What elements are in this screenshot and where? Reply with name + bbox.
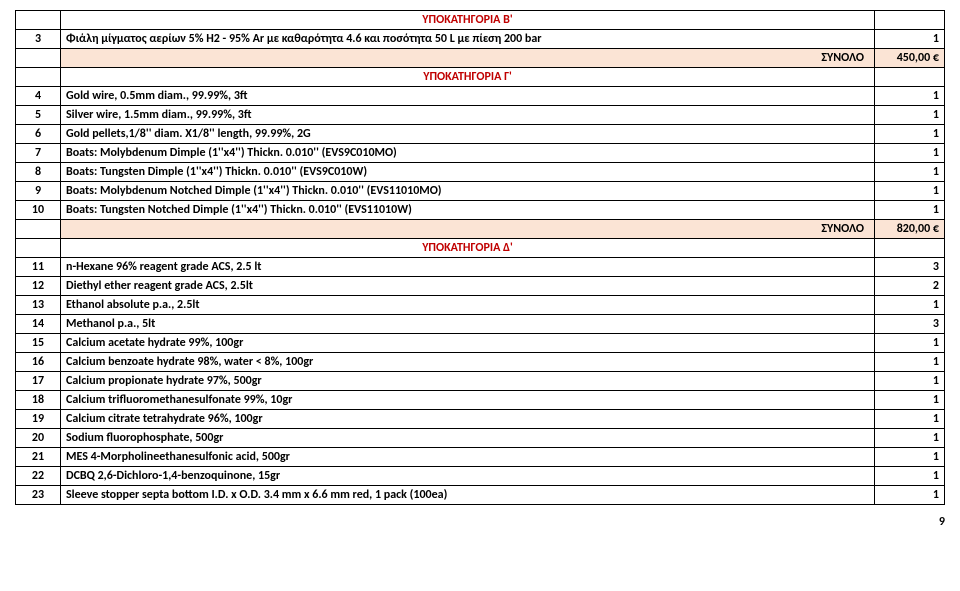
row-quantity: 1 [875, 372, 945, 391]
row-quantity: 3 [875, 258, 945, 277]
items-table: ΥΠΟΚΑΤΗΓΟΡΙΑ Β'3Φιάλη μίγματος αερίων 5%… [15, 10, 945, 505]
row-quantity: 2 [875, 277, 945, 296]
table-row: 14Methanol p.a., 5lt3 [16, 315, 945, 334]
row-number: 20 [16, 429, 61, 448]
table-row: 23Sleeve stopper septa bottom I.D. x O.D… [16, 486, 945, 505]
section-title: ΥΠΟΚΑΤΗΓΟΡΙΑ Δ' [61, 239, 875, 258]
row-number: 9 [16, 182, 61, 201]
row-number: 18 [16, 391, 61, 410]
table-row: 5Silver wire, 1.5mm diam., 99.99%, 3ft1 [16, 106, 945, 125]
row-description: Φιάλη μίγματος αερίων 5% Η2 - 95% Ar με … [61, 30, 875, 49]
row-number: 8 [16, 163, 61, 182]
section-header: ΥΠΟΚΑΤΗΓΟΡΙΑ Β' [16, 11, 945, 30]
table-row: 12Diethyl ether reagent grade ACS, 2.5lt… [16, 277, 945, 296]
table-row: 20Sodium fluorophosphate, 500gr1 [16, 429, 945, 448]
row-description: Calcium acetate hydrate 99%, 100gr [61, 334, 875, 353]
row-quantity: 1 [875, 334, 945, 353]
row-quantity: 1 [875, 87, 945, 106]
row-quantity: 1 [875, 144, 945, 163]
table-row: 7Boats: Molybdenum Dimple (1''x4'') Thic… [16, 144, 945, 163]
row-description: n-Hexane 96% reagent grade ACS, 2.5 lt [61, 258, 875, 277]
row-description: Gold wire, 0.5mm diam., 99.99%, 3ft [61, 87, 875, 106]
row-quantity: 1 [875, 448, 945, 467]
row-description: Diethyl ether reagent grade ACS, 2.5lt [61, 277, 875, 296]
row-description: Sleeve stopper septa bottom I.D. x O.D. … [61, 486, 875, 505]
table-row: 21MES 4-Morpholineethanesulfonic acid, 5… [16, 448, 945, 467]
row-number: 16 [16, 353, 61, 372]
row-number: 19 [16, 410, 61, 429]
row-description: Calcium benzoate hydrate 98%, water < 8%… [61, 353, 875, 372]
row-description: Boats: Tungsten Dimple (1''x4'') Thickn.… [61, 163, 875, 182]
row-number: 17 [16, 372, 61, 391]
table-row: 13Ethanol absolute p.a., 2.5lt1 [16, 296, 945, 315]
row-number: 15 [16, 334, 61, 353]
table-row: 16Calcium benzoate hydrate 98%, water < … [16, 353, 945, 372]
total-row: ΣΥΝΟΛΟ820,00 € [16, 220, 945, 239]
row-description: Boats: Molybdenum Notched Dimple (1''x4'… [61, 182, 875, 201]
row-number: 4 [16, 87, 61, 106]
total-label: ΣΥΝΟΛΟ [61, 220, 875, 239]
table-row: 19Calcium citrate tetrahydrate 96%, 100g… [16, 410, 945, 429]
row-number: 12 [16, 277, 61, 296]
row-description: Silver wire, 1.5mm diam., 99.99%, 3ft [61, 106, 875, 125]
table-row: 22DCBQ 2,6-Dichloro-1,4-benzoquinone, 15… [16, 467, 945, 486]
row-number: 23 [16, 486, 61, 505]
row-description: Calcium propionate hydrate 97%, 500gr [61, 372, 875, 391]
row-description: Methanol p.a., 5lt [61, 315, 875, 334]
total-value: 450,00 € [875, 49, 945, 68]
row-number: 7 [16, 144, 61, 163]
row-description: Calcium trifluoromethanesulfonate 99%, 1… [61, 391, 875, 410]
row-quantity: 1 [875, 486, 945, 505]
total-row: ΣΥΝΟΛΟ450,00 € [16, 49, 945, 68]
table-row: 15Calcium acetate hydrate 99%, 100gr1 [16, 334, 945, 353]
row-quantity: 1 [875, 353, 945, 372]
row-quantity: 1 [875, 391, 945, 410]
row-number: 13 [16, 296, 61, 315]
row-description: Gold pellets,1/8'' diam. X1/8'' length, … [61, 125, 875, 144]
table-row: 17Calcium propionate hydrate 97%, 500gr1 [16, 372, 945, 391]
total-label: ΣΥΝΟΛΟ [61, 49, 875, 68]
table-row: 6Gold pellets,1/8'' diam. X1/8'' length,… [16, 125, 945, 144]
table-row: 8Boats: Tungsten Dimple (1''x4'') Thickn… [16, 163, 945, 182]
table-row: 11n-Hexane 96% reagent grade ACS, 2.5 lt… [16, 258, 945, 277]
row-quantity: 1 [875, 296, 945, 315]
row-quantity: 1 [875, 30, 945, 49]
section-title: ΥΠΟΚΑΤΗΓΟΡΙΑ Β' [61, 11, 875, 30]
row-description: Boats: Molybdenum Dimple (1''x4'') Thick… [61, 144, 875, 163]
row-quantity: 1 [875, 467, 945, 486]
row-number: 6 [16, 125, 61, 144]
row-number: 21 [16, 448, 61, 467]
total-value: 820,00 € [875, 220, 945, 239]
section-header: ΥΠΟΚΑΤΗΓΟΡΙΑ Δ' [16, 239, 945, 258]
row-number: 5 [16, 106, 61, 125]
row-quantity: 1 [875, 106, 945, 125]
row-quantity: 1 [875, 429, 945, 448]
row-quantity: 1 [875, 125, 945, 144]
section-header: ΥΠΟΚΑΤΗΓΟΡΙΑ Γ' [16, 68, 945, 87]
row-number: 14 [16, 315, 61, 334]
row-description: Ethanol absolute p.a., 2.5lt [61, 296, 875, 315]
row-number: 22 [16, 467, 61, 486]
row-quantity: 1 [875, 182, 945, 201]
section-title: ΥΠΟΚΑΤΗΓΟΡΙΑ Γ' [61, 68, 875, 87]
row-quantity: 1 [875, 201, 945, 220]
table-row: 18Calcium trifluoromethanesulfonate 99%,… [16, 391, 945, 410]
row-description: Boats: Tungsten Notched Dimple (1''x4'')… [61, 201, 875, 220]
table-row: 9Boats: Molybdenum Notched Dimple (1''x4… [16, 182, 945, 201]
table-row: 4Gold wire, 0.5mm diam., 99.99%, 3ft1 [16, 87, 945, 106]
row-description: Calcium citrate tetrahydrate 96%, 100gr [61, 410, 875, 429]
row-number: 3 [16, 30, 61, 49]
table-row: 10Boats: Tungsten Notched Dimple (1''x4'… [16, 201, 945, 220]
row-number: 11 [16, 258, 61, 277]
row-quantity: 3 [875, 315, 945, 334]
page-number: 9 [15, 515, 945, 529]
row-description: Sodium fluorophosphate, 500gr [61, 429, 875, 448]
row-quantity: 1 [875, 163, 945, 182]
row-number: 10 [16, 201, 61, 220]
row-description: DCBQ 2,6-Dichloro-1,4-benzoquinone, 15gr [61, 467, 875, 486]
table-row: 3Φιάλη μίγματος αερίων 5% Η2 - 95% Ar με… [16, 30, 945, 49]
row-quantity: 1 [875, 410, 945, 429]
row-description: MES 4-Morpholineethanesulfonic acid, 500… [61, 448, 875, 467]
